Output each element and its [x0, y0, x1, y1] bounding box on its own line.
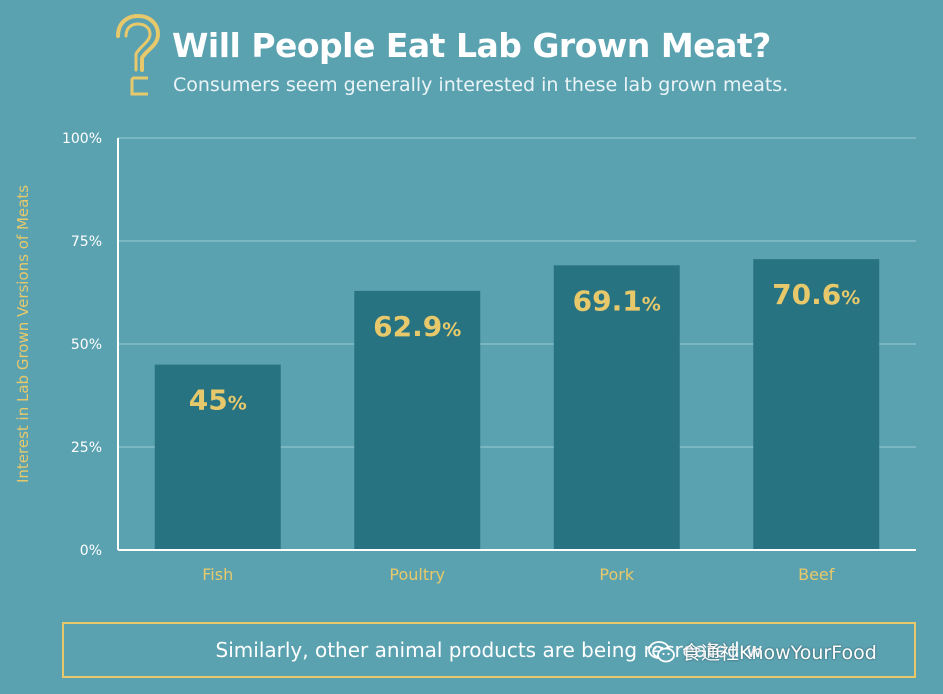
bar-value-label: 70.6% [772, 278, 860, 311]
watermark-text: 食通社KnowYourFood [682, 642, 877, 664]
x-tick-label: Fish [202, 565, 233, 584]
x-tick-label: Poultry [389, 565, 445, 584]
x-axis-ticks: Fish Poultry Pork Beef [202, 565, 835, 584]
value-labels: 45%62.9%69.1% 70.6% [189, 278, 861, 416]
y-tick-label: 100% [62, 131, 102, 147]
y-axis-ticks: 0% 25% 50% 75% 100% [62, 131, 102, 559]
bar-value-suffix: % [642, 293, 661, 315]
bars [154, 259, 880, 550]
x-tick-label: Beef [798, 565, 835, 584]
bar-value-suffix: % [228, 393, 247, 415]
page-title: Will People Eat Lab Grown Meat? [172, 26, 771, 65]
watermark: 食通社KnowYourFood [648, 638, 877, 665]
bar [753, 259, 880, 550]
bar-value-number: 70.6 [772, 278, 841, 311]
bar-value-suffix: % [442, 319, 461, 341]
y-tick-label: 25% [71, 440, 102, 456]
bar-value-label: 45% [189, 384, 247, 417]
bar-value-number: 45 [189, 384, 228, 417]
bar-value-label: 62.9% [373, 310, 461, 343]
wechat-icon [648, 640, 675, 662]
page-subtitle: Consumers seem generally interested in t… [173, 74, 789, 96]
bar [354, 290, 481, 550]
question-mark-icon [116, 14, 161, 96]
y-tick-label: 0% [80, 543, 102, 559]
bar-value-number: 62.9 [373, 310, 442, 343]
y-tick-label: 75% [71, 234, 102, 250]
bar [553, 265, 680, 550]
x-tick-label: Pork [599, 565, 634, 584]
bar-value-suffix: % [841, 287, 860, 309]
bar-value-label: 69.1% [573, 284, 661, 317]
bar-value-number: 69.1 [573, 284, 642, 317]
y-axis-label: Interest in Lab Grown Versions of Meats [14, 185, 32, 483]
bar [154, 364, 281, 550]
y-tick-label: 50% [71, 337, 102, 353]
